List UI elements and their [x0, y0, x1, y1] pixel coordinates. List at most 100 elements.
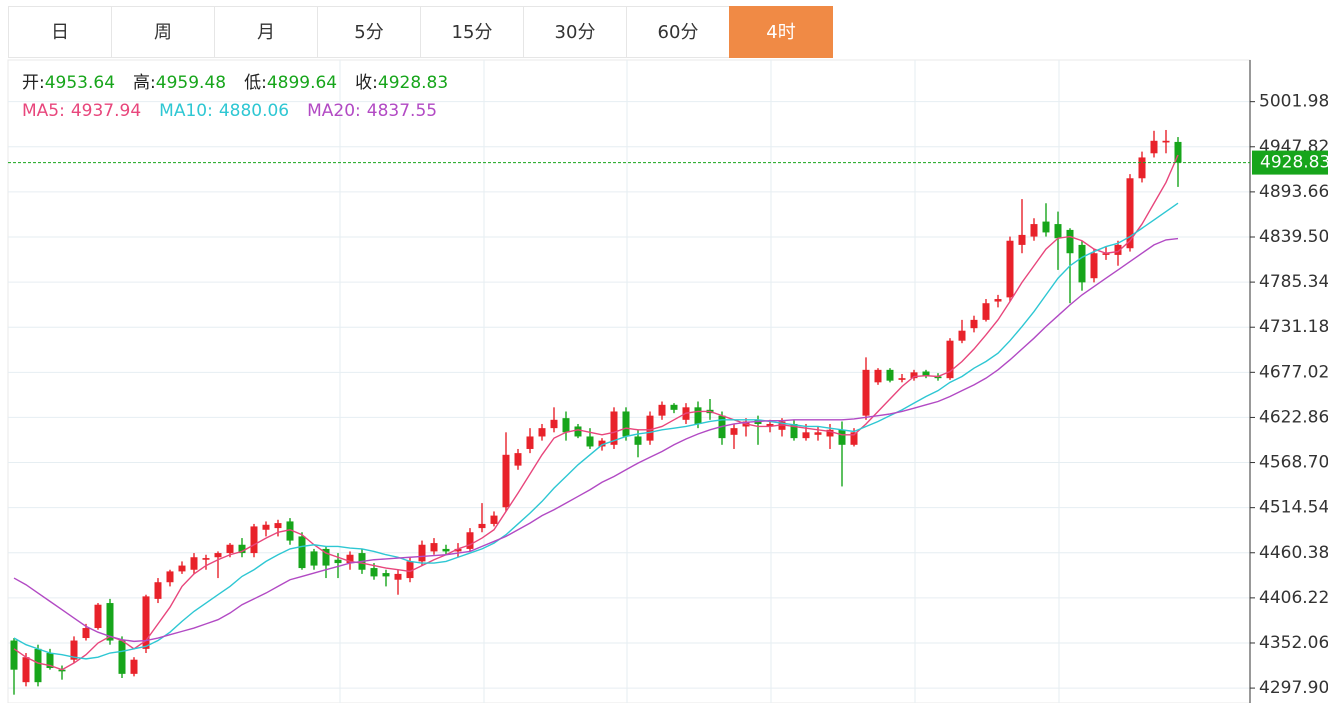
y-tick-label: 4839.50: [1259, 227, 1328, 247]
period-tab[interactable]: 30分: [523, 6, 627, 58]
ohlc-label: 开:: [22, 73, 45, 93]
legend-value: 4937.94: [71, 101, 141, 121]
y-tick-label: 4731.18: [1259, 317, 1328, 337]
candle-body: [70, 640, 78, 660]
candle-body: [766, 423, 774, 427]
candle-body: [430, 543, 438, 552]
y-tick-label: 4514.54: [1259, 498, 1328, 518]
candle-body: [886, 369, 894, 381]
candle-body: [730, 428, 738, 435]
candle-body: [190, 557, 198, 570]
candle-body: [454, 548, 462, 552]
candle-body: [538, 428, 546, 437]
candle-body: [1030, 224, 1038, 237]
candle-body: [346, 554, 354, 564]
candle-body: [142, 596, 150, 649]
candle-body: [22, 657, 30, 683]
candle-body: [778, 421, 786, 430]
candle-body: [550, 419, 558, 429]
period-tab[interactable]: 15分: [420, 6, 524, 58]
candle-body: [298, 536, 306, 569]
candle-body: [406, 561, 414, 579]
ohlc-value: 4928.83: [378, 73, 448, 93]
ohlc-label: 收:: [355, 73, 378, 93]
candle-body: [922, 371, 930, 376]
period-tabs: 日周月 5分 15分 30分 60分 4时: [8, 6, 833, 58]
candle-body: [910, 372, 918, 379]
candle-body: [622, 411, 630, 437]
candle-body: [130, 659, 138, 674]
y-tick-label: 4785.34: [1259, 272, 1328, 292]
candle-body: [10, 640, 18, 670]
candle-body: [1162, 140, 1170, 143]
candle-body: [898, 378, 906, 380]
candle-body: [946, 340, 954, 379]
period-tab[interactable]: 周: [111, 6, 215, 58]
candle-body: [670, 404, 678, 410]
candle-body: [1114, 244, 1122, 255]
candle-body: [370, 568, 378, 577]
y-tick-label: 4622.86: [1259, 407, 1328, 427]
plot-frame: [7, 59, 1251, 703]
candle-body: [106, 603, 114, 641]
candle-body: [562, 418, 570, 433]
legend-value: 4880.06: [219, 101, 289, 121]
candle-body: [46, 653, 54, 669]
legend-label: MA10:: [159, 101, 213, 121]
ma-line: [13, 202, 1179, 660]
y-tick-label: 4352.06: [1259, 633, 1328, 653]
candle-body: [574, 426, 582, 437]
candle-body: [382, 573, 390, 577]
ohlc-value: 4959.48: [156, 73, 226, 93]
candle-body: [694, 407, 702, 424]
candle-body: [646, 415, 654, 441]
ma-line: [13, 154, 1179, 671]
candle-body: [118, 640, 126, 674]
candle-body: [466, 532, 474, 549]
ohlc-label: 低:: [244, 73, 267, 93]
period-tab[interactable]: 月: [214, 6, 318, 58]
candle-body: [442, 548, 450, 552]
candle-body: [838, 429, 846, 445]
period-tab[interactable]: 60分: [626, 6, 730, 58]
period-tab[interactable]: 5分: [317, 6, 421, 58]
candle-body: [1090, 253, 1098, 279]
current-price-box: [1252, 150, 1328, 175]
candle-body: [178, 565, 186, 572]
candle-body: [58, 669, 66, 672]
candle-body: [982, 303, 990, 320]
candle-body: [1042, 221, 1050, 233]
current-price-label: 4928.83: [1260, 153, 1328, 173]
y-tick-label: 4297.90: [1259, 678, 1328, 698]
candle-body: [586, 436, 594, 447]
period-tab[interactable]: 4时: [729, 6, 833, 58]
candle-body: [310, 551, 318, 566]
candle-body: [658, 404, 666, 416]
candle-body: [514, 453, 522, 466]
candle-body: [1174, 141, 1182, 163]
candle-body: [1054, 224, 1062, 239]
candle-body: [934, 376, 942, 379]
candle-body: [1150, 140, 1158, 154]
candle-body: [598, 440, 606, 447]
period-tab[interactable]: 日: [8, 6, 112, 58]
candle-body: [790, 423, 798, 439]
candle-body: [502, 454, 510, 508]
ohlc-label: 高:: [133, 73, 156, 93]
candle-body: [994, 299, 1002, 302]
y-tick-label: 5001.98: [1259, 92, 1328, 112]
candle-body: [526, 436, 534, 449]
candle-body: [394, 573, 402, 580]
legend-value: 4837.55: [367, 101, 437, 121]
ohlc-value: 4899.64: [267, 73, 337, 93]
candle-body: [970, 319, 978, 329]
candle-body: [490, 515, 498, 524]
y-tick-label: 4406.22: [1259, 588, 1328, 608]
y-tick-label: 4677.02: [1259, 362, 1328, 382]
candle-body: [94, 604, 102, 629]
candle-body: [238, 544, 246, 554]
candle-body: [166, 571, 174, 583]
candle-body: [1078, 244, 1086, 283]
legend-label: MA5:: [22, 101, 65, 121]
